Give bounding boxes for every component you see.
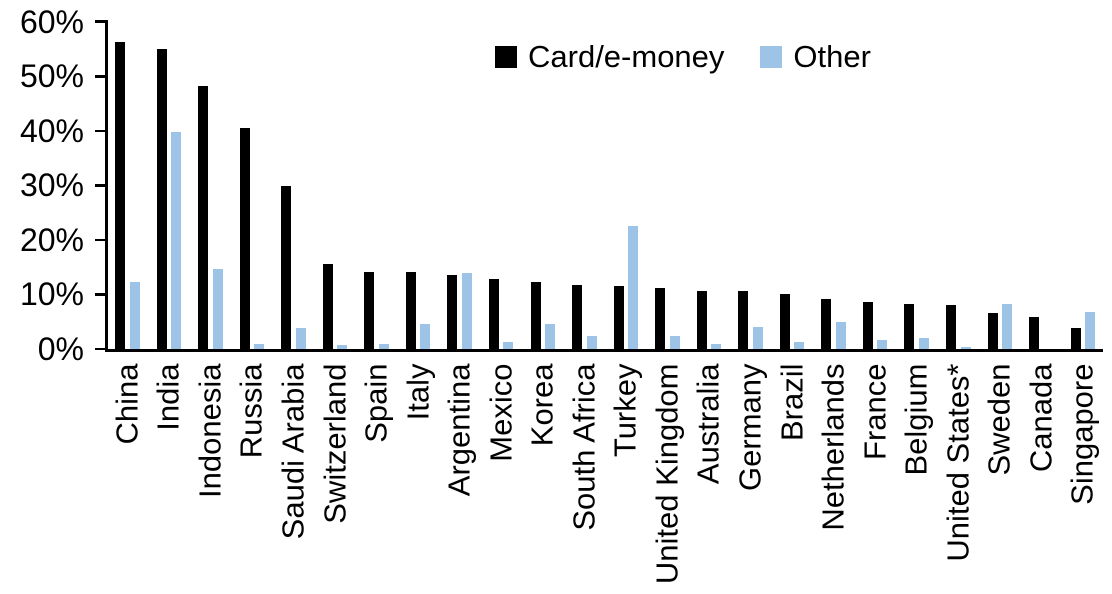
bar-other-united-kingdom [669, 335, 680, 349]
bar-other-russia [254, 343, 265, 349]
category-label-saudi-arabia: Saudi Arabia [275, 363, 311, 539]
legend-swatch-other-icon [760, 46, 783, 68]
category-label-mexico: Mexico [483, 363, 519, 462]
category-label-netherlands: Netherlands [815, 363, 851, 531]
y-tick-label: 40% [19, 112, 84, 149]
legend-swatch-card-e-money-icon [495, 46, 517, 68]
bar-card-e-money-turkey [613, 285, 624, 349]
category-label-france: France [857, 363, 893, 460]
legend-item-other: Other [760, 40, 871, 74]
legend-item-card-e-money: Card/e-money [495, 40, 724, 74]
bar-other-united-states- [960, 346, 971, 349]
category-label-argentina: Argentina [441, 363, 477, 496]
bar-other-belgium [918, 337, 929, 349]
category-label-indonesia: Indonesia [192, 363, 228, 498]
bar-card-e-money-mexico [488, 278, 499, 349]
bar-other-brazil [794, 342, 805, 349]
category-label-brazil: Brazil [774, 363, 810, 441]
category-label-australia: Australia [690, 363, 726, 484]
bar-card-e-money-china [115, 41, 125, 349]
bar-other-indonesia [212, 269, 223, 349]
bar-card-e-money-canada [1029, 316, 1040, 349]
bar-card-e-money-sweden [987, 313, 998, 349]
bar-card-e-money-united-states- [946, 305, 956, 349]
bar-other-saudi-arabia [295, 327, 306, 349]
category-label-germany: Germany [732, 363, 768, 491]
y-axis-tick [95, 129, 106, 133]
bar-other-korea [545, 323, 555, 349]
category-label-sweden: Sweden [981, 363, 1017, 476]
legend: Card/e-money Other [495, 40, 871, 74]
category-label-united-kingdom: United Kingdom [649, 363, 685, 584]
bar-card-e-money-south-africa [572, 284, 583, 349]
bar-other-france [877, 340, 888, 349]
y-axis-tick [95, 238, 106, 242]
y-axis-tick [95, 20, 106, 23]
bar-other-sweden [1002, 304, 1013, 349]
category-label-switzerland: Switzerland [317, 363, 352, 524]
category-label-india: India [150, 363, 186, 431]
bar-card-e-money-france [862, 301, 873, 349]
category-label-russia: Russia [233, 363, 269, 458]
bar-card-e-money-argentina [447, 275, 458, 349]
bar-card-e-money-spain [364, 271, 375, 349]
y-axis-tick [95, 75, 106, 78]
bar-other-singapore [1085, 312, 1096, 349]
bar-other-australia [711, 343, 722, 349]
bar-card-e-money-brazil [779, 294, 790, 349]
bar-card-e-money-india [156, 48, 167, 349]
category-label-china: China [109, 363, 145, 444]
bar-card-e-money-netherlands [821, 298, 832, 349]
legend-label-other: Other [793, 39, 871, 74]
y-axis-tick [95, 184, 106, 187]
y-axis-line [105, 20, 108, 352]
bar-other-spain [378, 343, 389, 349]
category-label-italy: Italy [400, 363, 436, 420]
y-tick-label: 10% [19, 276, 84, 313]
bar-other-germany [752, 327, 763, 349]
category-label-canada: Canada [1023, 363, 1059, 472]
bar-card-e-money-italy [405, 272, 416, 349]
category-label-spain: Spain [358, 363, 394, 443]
y-axis-tick [95, 293, 106, 296]
bar-other-italy [420, 323, 431, 349]
x-axis-line [105, 349, 1103, 352]
bar-other-switzerland [337, 344, 348, 349]
bar-other-netherlands [835, 322, 846, 349]
y-tick-label: 0% [37, 331, 84, 367]
bar-card-e-money-united-kingdom [655, 288, 666, 349]
bar-other-mexico [503, 341, 514, 349]
y-tick-label: 20% [19, 221, 84, 258]
bar-card-e-money-russia [239, 128, 250, 349]
legend-label-card-e-money: Card/e-money [528, 39, 725, 74]
bar-card-e-money-australia [696, 290, 707, 349]
y-axis-tick [95, 347, 106, 351]
bar-other-argentina [461, 273, 472, 349]
bar-card-e-money-korea [530, 281, 541, 349]
bar-card-e-money-switzerland [322, 263, 333, 349]
bar-card-e-money-germany [738, 291, 749, 349]
y-tick-label: 60% [19, 3, 84, 40]
category-label-korea: Korea [524, 363, 560, 446]
bar-card-e-money-singapore [1070, 328, 1081, 349]
bar-other-china [129, 281, 140, 349]
category-label-singapore: Singapore [1064, 363, 1100, 505]
y-tick-label: 30% [19, 167, 84, 204]
bar-other-india [171, 132, 182, 349]
bar-other-south-africa [586, 335, 597, 349]
y-tick-label: 50% [19, 58, 84, 95]
category-label-belgium: Belgium [898, 363, 934, 475]
bar-card-e-money-indonesia [198, 85, 209, 349]
category-label-united-states-: United States* [940, 363, 976, 562]
category-label-south-africa: South Africa [566, 363, 602, 531]
category-label-turkey: Turkey [607, 363, 643, 457]
bar-card-e-money-belgium [904, 304, 915, 349]
bar-other-turkey [628, 225, 639, 349]
bar-card-e-money-saudi-arabia [281, 186, 292, 349]
